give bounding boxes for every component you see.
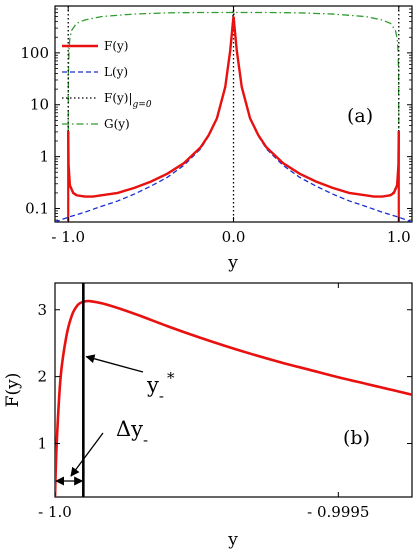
x-tick-label: - 1.0 (51, 228, 85, 246)
y-tick-label: 10 (30, 96, 49, 114)
y-tick-label: 3 (37, 301, 47, 319)
panel-b-label: (b) (343, 427, 370, 449)
panel-b-frame (54, 282, 413, 498)
delta-label: Δy- (116, 417, 148, 449)
ystar-arrow (85, 354, 144, 373)
series-line-3 (67, 11, 400, 132)
y-tick-label: 1 (39, 148, 49, 166)
y-tick-label: 2 (37, 368, 47, 386)
delta-pointer-arrow (70, 432, 104, 477)
legend-entry: G(y) (104, 117, 130, 131)
x-tick-label: - 1.0 (38, 503, 72, 521)
y-tick-label: 1 (37, 435, 47, 453)
legend: F(y) L(y) F(y)|g=0 G(y) (62, 39, 152, 131)
panel-b-ticks: - 1.0 - 0.9995 1 2 3 (37, 283, 412, 521)
panel-b-ylabel: F(y) (3, 373, 23, 408)
y-tick-label: 0.1 (25, 200, 49, 218)
panel-a-label: (a) (347, 105, 373, 127)
x-tick-label: 0.0 (222, 228, 246, 246)
panel-b-annotations: y-* Δy- (55, 354, 175, 486)
panel-b-plot-area (55, 283, 412, 497)
panel-b-xlabel: y (227, 530, 238, 550)
series-line-0 (67, 16, 400, 198)
legend-entry: L(y) (104, 65, 128, 79)
legend-entry: F(y)|g=0 (104, 91, 152, 110)
panel-a-ticks: - 1.0 0.0 1.0 0.1 1 10 100 (20, 5, 412, 246)
x-tick-label: - 0.9995 (307, 503, 369, 521)
series-line-b (55, 299, 412, 497)
panel-a-xlabel: y (227, 253, 238, 273)
legend-entry: F(y) (104, 39, 128, 53)
ystar-label: y-* (146, 369, 175, 405)
x-tick-label: 1.0 (387, 228, 411, 246)
panel-a-plot-area (55, 6, 412, 222)
y-tick-label: 100 (20, 44, 49, 62)
